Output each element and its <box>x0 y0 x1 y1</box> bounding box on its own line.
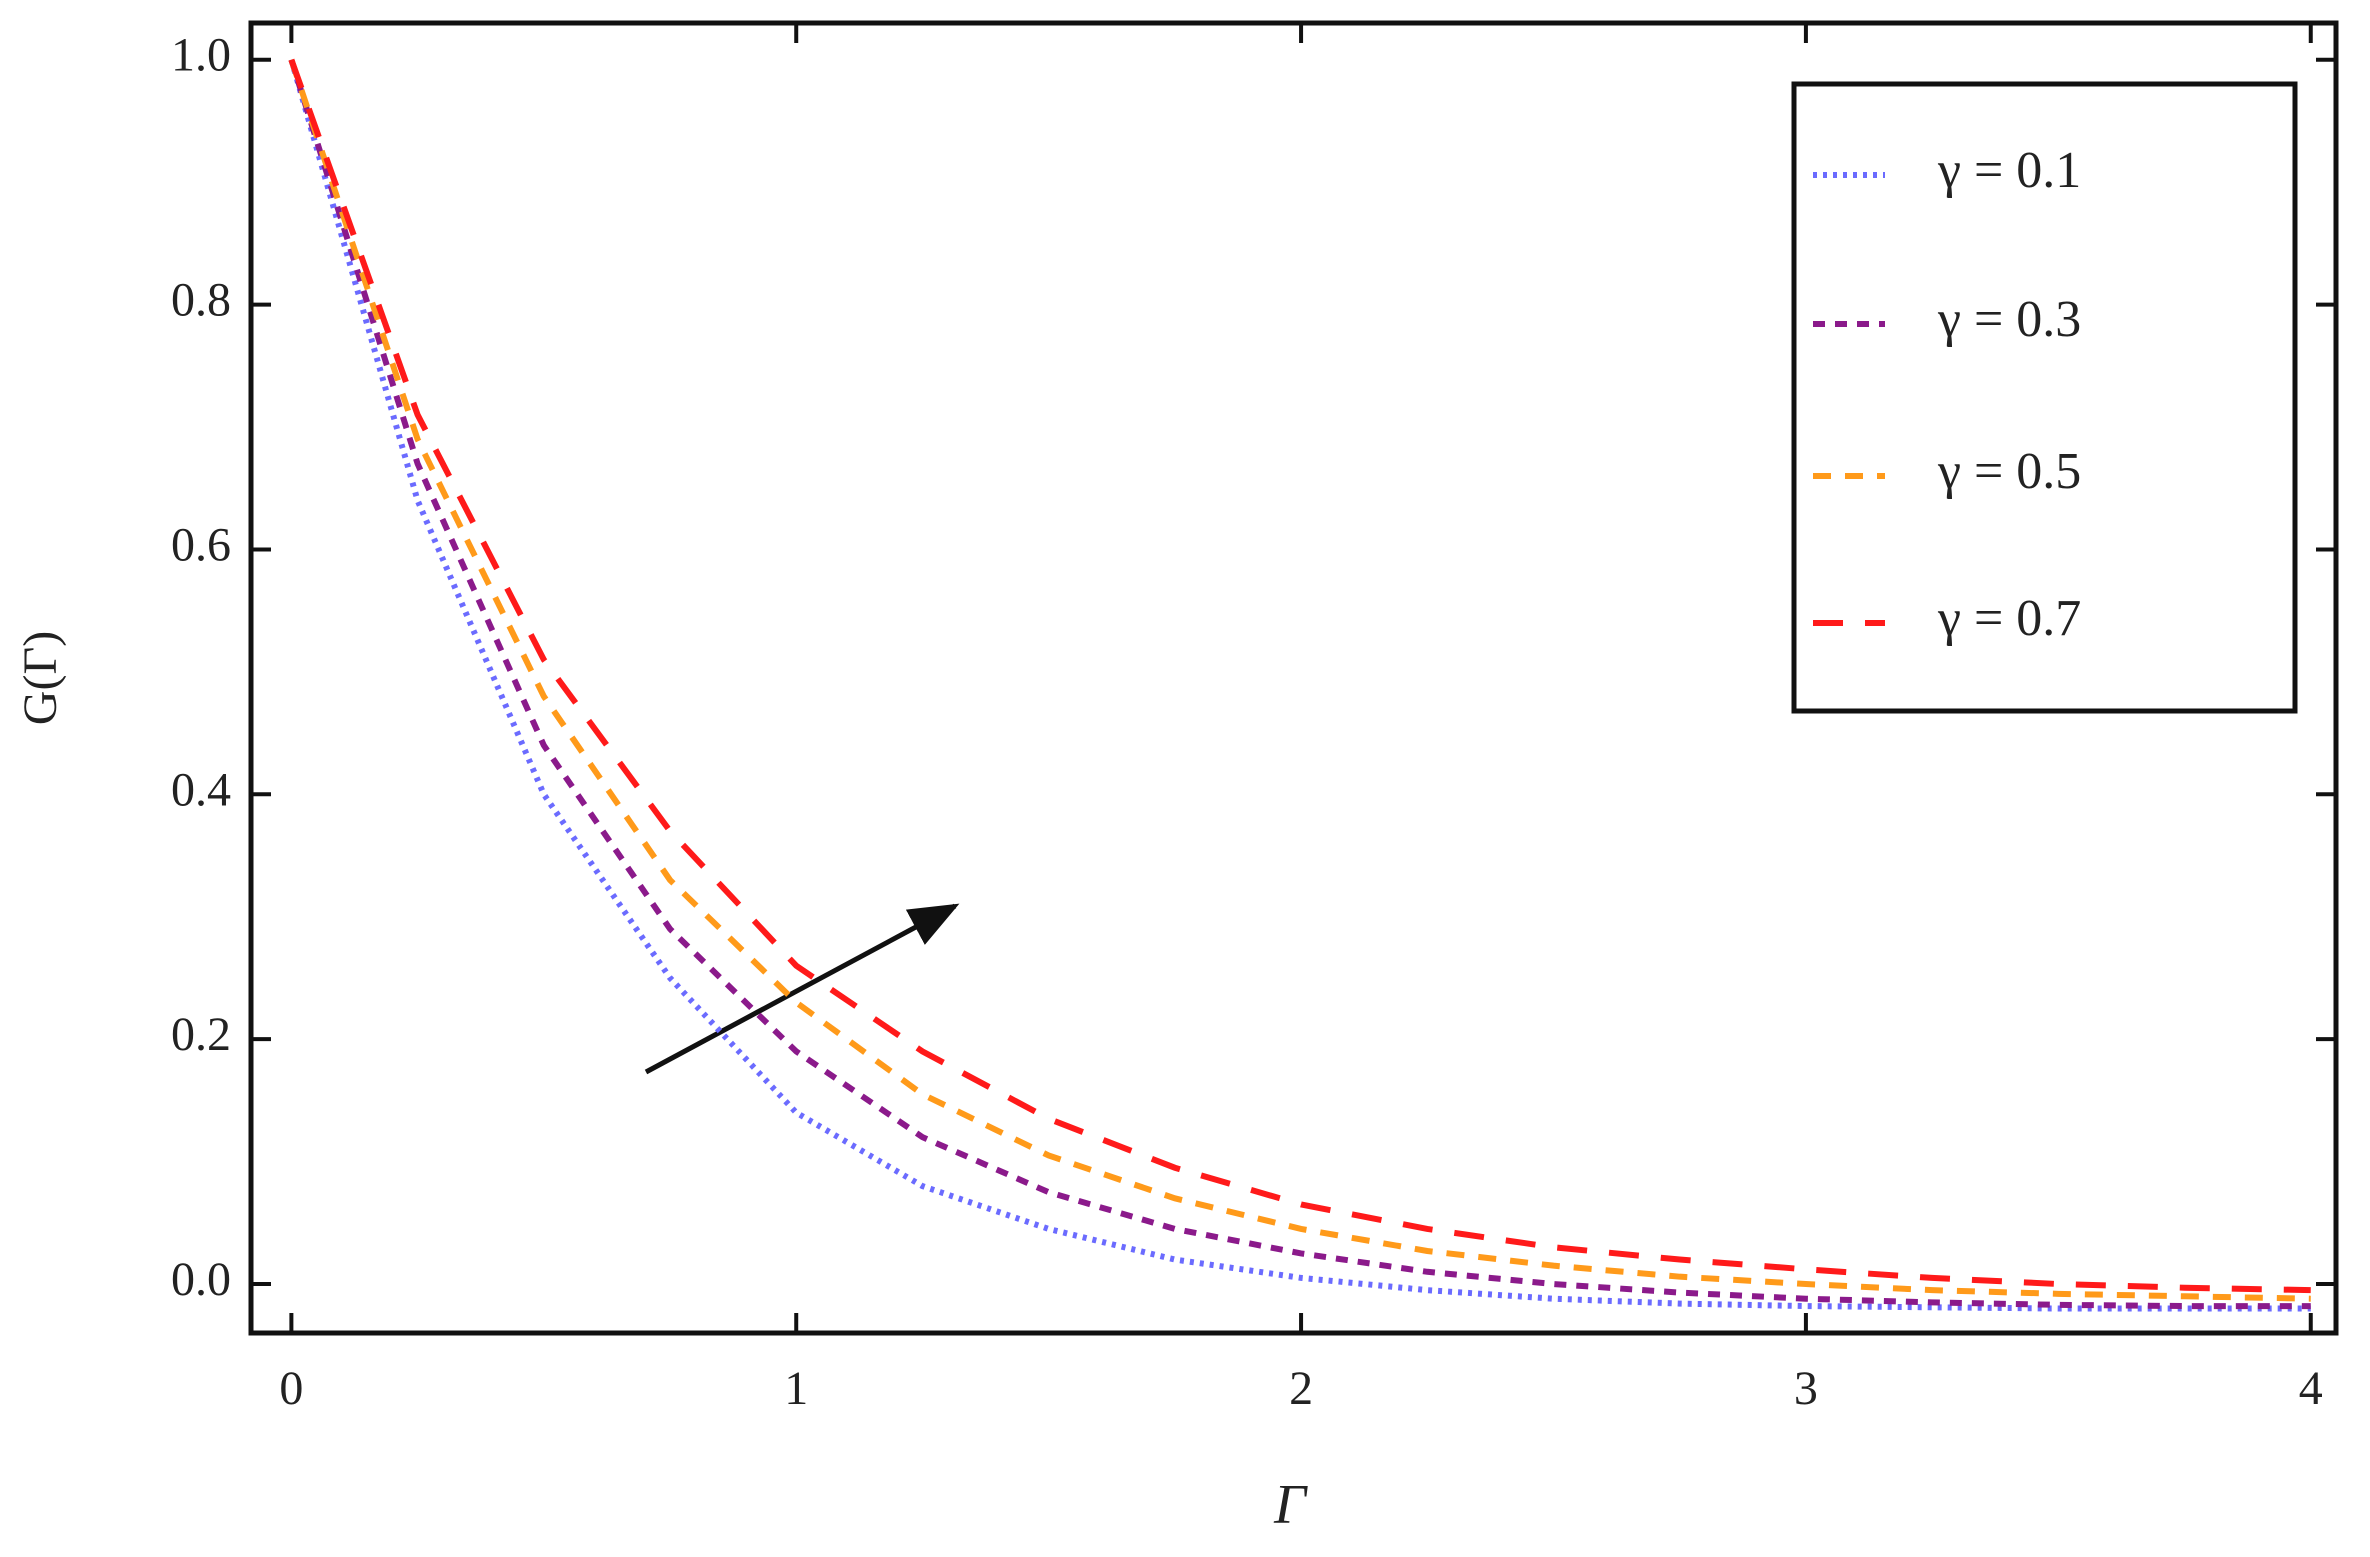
plot-frame <box>248 20 2339 1336</box>
x-tick-label: 1 <box>784 1362 808 1415</box>
x-tick-label: 0 <box>279 1362 303 1415</box>
y-axis-label: G(Γ) <box>14 631 67 725</box>
y-tick-label: 0.2 <box>171 1008 231 1061</box>
y-tick-label: 0.8 <box>171 274 231 327</box>
y-tick-label: 0.4 <box>171 763 231 816</box>
series-line <box>288 58 2311 1302</box>
legend <box>1791 81 2298 714</box>
series-line <box>288 58 2311 1294</box>
y-tick-label: 0.6 <box>171 518 231 571</box>
legend-label: γ = 0.7 <box>1937 590 2081 647</box>
x-tick-label: 4 <box>2299 1362 2323 1415</box>
series-line <box>288 58 2311 1310</box>
legend-label: γ = 0.1 <box>1937 142 2081 199</box>
x-tick-label: 3 <box>1794 1362 1818 1415</box>
legend-label: γ = 0.5 <box>1937 443 2081 500</box>
series-line <box>288 58 2311 1312</box>
x-axis-label: Γ <box>1273 1474 1308 1536</box>
y-tick-label: 0.0 <box>171 1253 231 1306</box>
x-tick-label: 2 <box>1289 1362 1313 1415</box>
legend-label: γ = 0.3 <box>1937 291 2081 348</box>
y-tick-label: 1.0 <box>171 29 231 82</box>
trend-arrow <box>644 903 960 1075</box>
